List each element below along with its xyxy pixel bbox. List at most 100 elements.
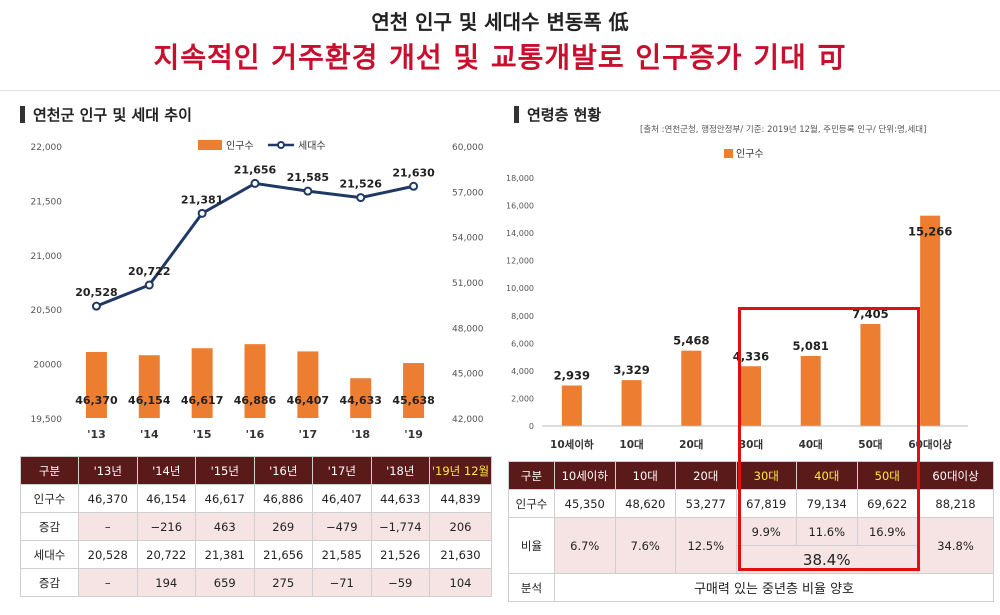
- legend-swatch-population: [198, 140, 222, 150]
- table-cell: 21,585: [312, 540, 372, 569]
- table-cell: 46,154: [136, 484, 196, 513]
- y-tick: 18,000: [506, 174, 534, 183]
- table-cell: 6.7%: [554, 517, 616, 574]
- age-bar: [681, 350, 702, 426]
- y-left-tick: 20,500: [31, 306, 63, 316]
- bar-value-label: 5,468: [673, 334, 709, 348]
- household-point: [250, 178, 260, 188]
- row-label: 인구수: [20, 484, 79, 513]
- table-cell: 104: [429, 568, 492, 597]
- x-tick-label: 30대: [739, 438, 763, 451]
- col-header: '18년: [370, 456, 430, 485]
- age-bar: [800, 355, 821, 426]
- bar-value-label: 46,407: [287, 394, 329, 407]
- line-value-label: 21,585: [287, 171, 329, 184]
- table-cell: 46,370: [78, 484, 138, 513]
- col-header: '13년: [78, 456, 138, 485]
- x-tick-label: '17: [299, 428, 318, 441]
- col-header-highlight: '19년 12월: [429, 456, 492, 485]
- col-header: '14년: [136, 456, 196, 485]
- highlight-box: [738, 307, 920, 571]
- table-cell: 21,656: [253, 540, 313, 569]
- population-trend-table: 구분 '13년 '14년 '15년 '16년 '17년 '18년 '19년 12…: [20, 456, 492, 597]
- table-cell: 69,622: [856, 489, 918, 518]
- table-cell: 34.8%: [917, 517, 994, 574]
- household-point: [197, 208, 207, 218]
- population-bar: [350, 378, 372, 418]
- line-value-label: 20,528: [75, 286, 117, 299]
- y-tick: 2,000: [511, 394, 534, 403]
- population-bar: [138, 355, 160, 418]
- age-group-chart: 18,000 16,000 14,000 12,000 10,000 8,000 6,000…: [506, 148, 968, 451]
- x-tick-label: 50대: [858, 438, 882, 451]
- bar-value-label: 45,638: [392, 394, 434, 407]
- table-cell: −59: [370, 568, 430, 597]
- table-cell: 21,630: [429, 540, 492, 569]
- y-tick: 6,000: [511, 339, 534, 348]
- table-cell: 659: [195, 568, 255, 597]
- row-label: 비율: [508, 517, 555, 574]
- y-left-tick: 19,500: [31, 415, 63, 425]
- y-left-tick: 22,000: [31, 143, 63, 153]
- table-cell: 21,381: [195, 540, 255, 569]
- row-label: 세대수: [20, 540, 79, 569]
- bar-value-label: 3,329: [613, 363, 649, 377]
- household-point: [356, 193, 366, 203]
- y-right-tick: 45,000: [452, 370, 484, 380]
- analysis-text: 구매력 있는 중년층 비율 양호: [554, 573, 994, 602]
- age-bar: [920, 215, 941, 426]
- table-cell: 206: [429, 512, 492, 541]
- y-tick: 16,000: [506, 202, 534, 211]
- col-header: 구분: [20, 456, 79, 485]
- y-tick: 8,000: [511, 312, 534, 321]
- table-header-row: 구분 10세이하 10대 20대 30대 40대 50대 60대이상: [508, 461, 994, 490]
- x-tick-label: '19: [404, 428, 423, 441]
- section-marker: [514, 106, 519, 123]
- table-cell: 194: [136, 568, 196, 597]
- col-header: 60대이상: [917, 461, 994, 490]
- header-divider: [0, 90, 1000, 91]
- left-section-label: 연천군 인구 및 세대 추이: [33, 106, 192, 124]
- table-row: 인구수 45,350 48,620 53,277 67,819 79,134 6…: [508, 489, 994, 518]
- age-bar: [621, 380, 642, 426]
- col-header: 10대: [614, 461, 676, 490]
- x-tick-label: '18: [351, 428, 370, 441]
- y-right-tick: 57,000: [452, 188, 484, 198]
- table-cell: 11.6%: [796, 517, 858, 546]
- table-cell: 9.9%: [735, 517, 797, 546]
- right-section-title: 연령층 현황: [514, 104, 601, 125]
- age-bar: [561, 385, 582, 426]
- source-note: [출처 :연천군청, 행정안정부/ 기준: 2019년 12월, 주민등록 인구…: [640, 125, 927, 135]
- table-cell: 7.6%: [614, 517, 676, 574]
- row-label: 분석: [508, 573, 555, 602]
- table-cell: 21,526: [370, 540, 430, 569]
- y-right-tick: 51,000: [452, 279, 484, 289]
- row-label: 증감: [20, 568, 79, 597]
- table-header-row: 구분 '13년 '14년 '15년 '16년 '17년 '18년 '19년 12…: [20, 456, 492, 485]
- col-header: 구분: [508, 461, 555, 490]
- table-row: 인구수 46,370 46,154 46,617 46,886 46,407 44,633 4…: [20, 484, 492, 513]
- age-bar: [741, 366, 761, 426]
- row-label: 인구수: [508, 489, 555, 518]
- population-bar: [403, 363, 425, 418]
- x-tick-label: 40대: [799, 438, 823, 451]
- population-bar: [191, 348, 213, 418]
- line-value-label: 20,722: [128, 265, 170, 278]
- table-cell: 45,350: [554, 489, 616, 518]
- legend-swatch: [724, 149, 733, 158]
- table-cell: 20,722: [136, 540, 196, 569]
- table-cell: 48,620: [614, 489, 676, 518]
- table-cell: 269: [253, 512, 313, 541]
- table-row: 비율 6.7% 7.6% 12.5% 9.9% 11.6% 16.9% 34.8…: [508, 517, 994, 574]
- bar-value-label: 5,081: [793, 339, 829, 353]
- bar-value-label: 46,886: [234, 394, 277, 407]
- legend-label: 인구수: [226, 140, 254, 152]
- y-tick: 12,000: [506, 257, 534, 266]
- right-section-label: 연령층 현황: [527, 106, 602, 124]
- y-tick: 0: [529, 422, 534, 431]
- household-point: [144, 280, 154, 290]
- table-cell: −479: [312, 512, 372, 541]
- bar-value-label: 2,939: [554, 369, 590, 383]
- y-right-tick: 60,000: [452, 143, 484, 153]
- table-row: 증감 – −216 463 269 −479 −1,774 206: [20, 512, 492, 541]
